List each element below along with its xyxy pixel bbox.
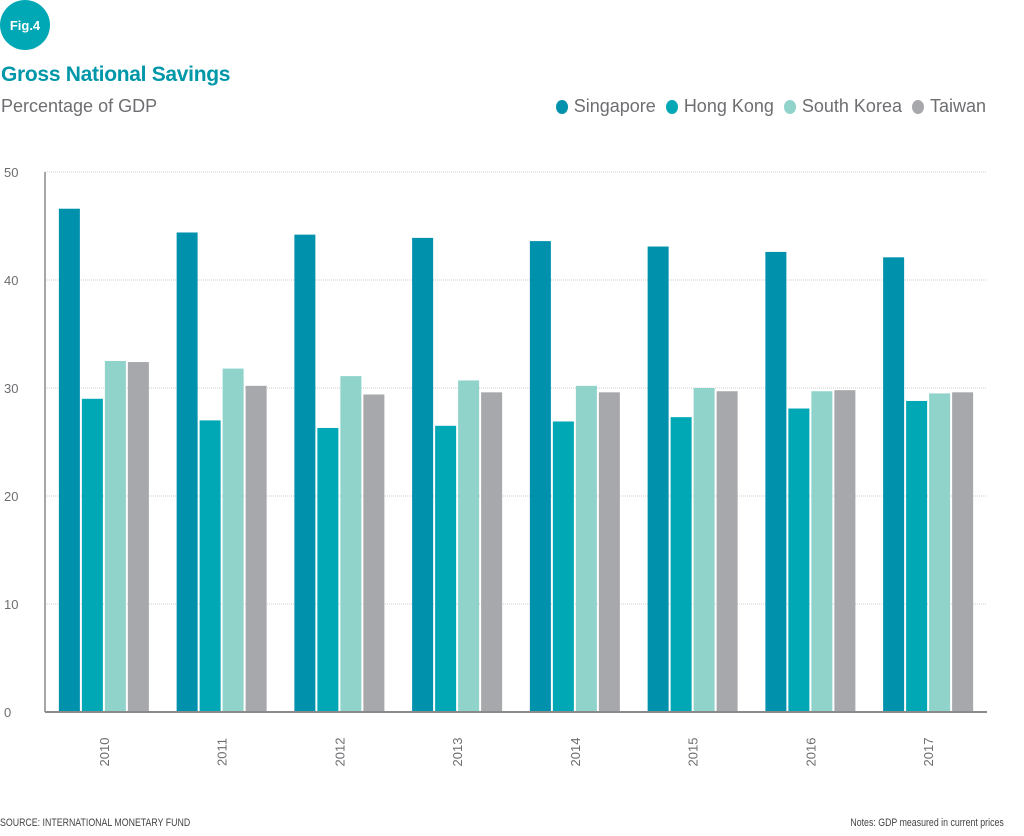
bar-singapore-2015 xyxy=(647,246,669,712)
bar-hong-kong-2016 xyxy=(788,408,810,712)
legend: Singapore Hong Kong South Korea Taiwan xyxy=(555,96,986,117)
chart-title: Gross National Savings xyxy=(1,63,231,86)
figure-badge: Fig.4 xyxy=(0,0,50,50)
legend-item-taiwan: Taiwan xyxy=(911,96,986,117)
legend-item-south-korea: South Korea xyxy=(783,96,902,117)
footnote: Notes: GDP measured in current prices xyxy=(850,817,1004,829)
x-tick-label: 2013 xyxy=(450,738,465,767)
bar-hong-kong-2015 xyxy=(670,417,692,712)
y-tick-label: 50 xyxy=(4,165,18,180)
legend-dot xyxy=(911,99,924,114)
bar-singapore-2011 xyxy=(176,232,198,713)
bar-hong-kong-2013 xyxy=(435,425,457,712)
bar-south-korea-2015 xyxy=(693,388,715,712)
bar-south-korea-2010 xyxy=(104,361,126,712)
y-tick-label: 40 xyxy=(4,273,18,288)
bar-south-korea-2016 xyxy=(811,391,833,712)
bar-taiwan-2017 xyxy=(952,392,974,712)
bar-taiwan-2011 xyxy=(245,385,267,712)
legend-label: Taiwan xyxy=(929,96,986,116)
y-tick-label: 30 xyxy=(4,381,18,396)
bar-singapore-2017 xyxy=(883,257,905,712)
bar-singapore-2016 xyxy=(765,251,787,713)
bar-hong-kong-2012 xyxy=(317,427,339,712)
legend-dot xyxy=(555,99,568,114)
bar-taiwan-2016 xyxy=(834,390,856,712)
bar-singapore-2012 xyxy=(294,234,316,712)
bar-south-korea-2012 xyxy=(340,376,362,712)
legend-dot xyxy=(783,99,796,114)
bar-hong-kong-2017 xyxy=(906,400,928,712)
source-note: SOURCE: INTERNATIONAL MONETARY FUND xyxy=(0,817,191,829)
bar-taiwan-2014 xyxy=(598,392,620,712)
x-tick-label: 2010 xyxy=(97,738,112,767)
chart-subtitle: Percentage of GDP xyxy=(1,96,158,116)
bar-south-korea-2014 xyxy=(575,385,597,712)
bar-singapore-2010 xyxy=(58,208,80,712)
legend-item-hong-kong: Hong Kong xyxy=(665,96,774,117)
bar-south-korea-2017 xyxy=(929,393,951,712)
legend-label: South Korea xyxy=(801,96,902,116)
bar-taiwan-2012 xyxy=(363,394,385,712)
bar-south-korea-2011 xyxy=(222,368,244,712)
y-tick-label: 0 xyxy=(4,705,11,720)
y-tick-label: 20 xyxy=(4,489,18,504)
y-tick-label: 10 xyxy=(4,597,18,612)
bar-taiwan-2015 xyxy=(716,391,738,712)
legend-label: Singapore xyxy=(573,96,656,116)
x-tick-label: 2011 xyxy=(215,738,230,766)
legend-dot xyxy=(665,99,678,114)
bar-singapore-2014 xyxy=(529,241,551,712)
bar-south-korea-2013 xyxy=(458,380,480,712)
legend-label: Hong Kong xyxy=(683,96,774,116)
bar-taiwan-2010 xyxy=(127,362,149,712)
legend-item-singapore: Singapore xyxy=(555,96,656,117)
x-tick-label: 2012 xyxy=(332,738,347,767)
x-tick-label: 2014 xyxy=(568,738,583,767)
x-tick-label: 2017 xyxy=(921,738,936,767)
bar-hong-kong-2010 xyxy=(81,398,103,712)
bar-hong-kong-2014 xyxy=(552,421,574,712)
bar-hong-kong-2011 xyxy=(199,420,221,712)
bar-taiwan-2013 xyxy=(481,392,503,712)
x-tick-label: 2016 xyxy=(803,738,818,767)
x-tick-label: 2015 xyxy=(686,738,701,767)
bar-singapore-2013 xyxy=(412,237,434,712)
